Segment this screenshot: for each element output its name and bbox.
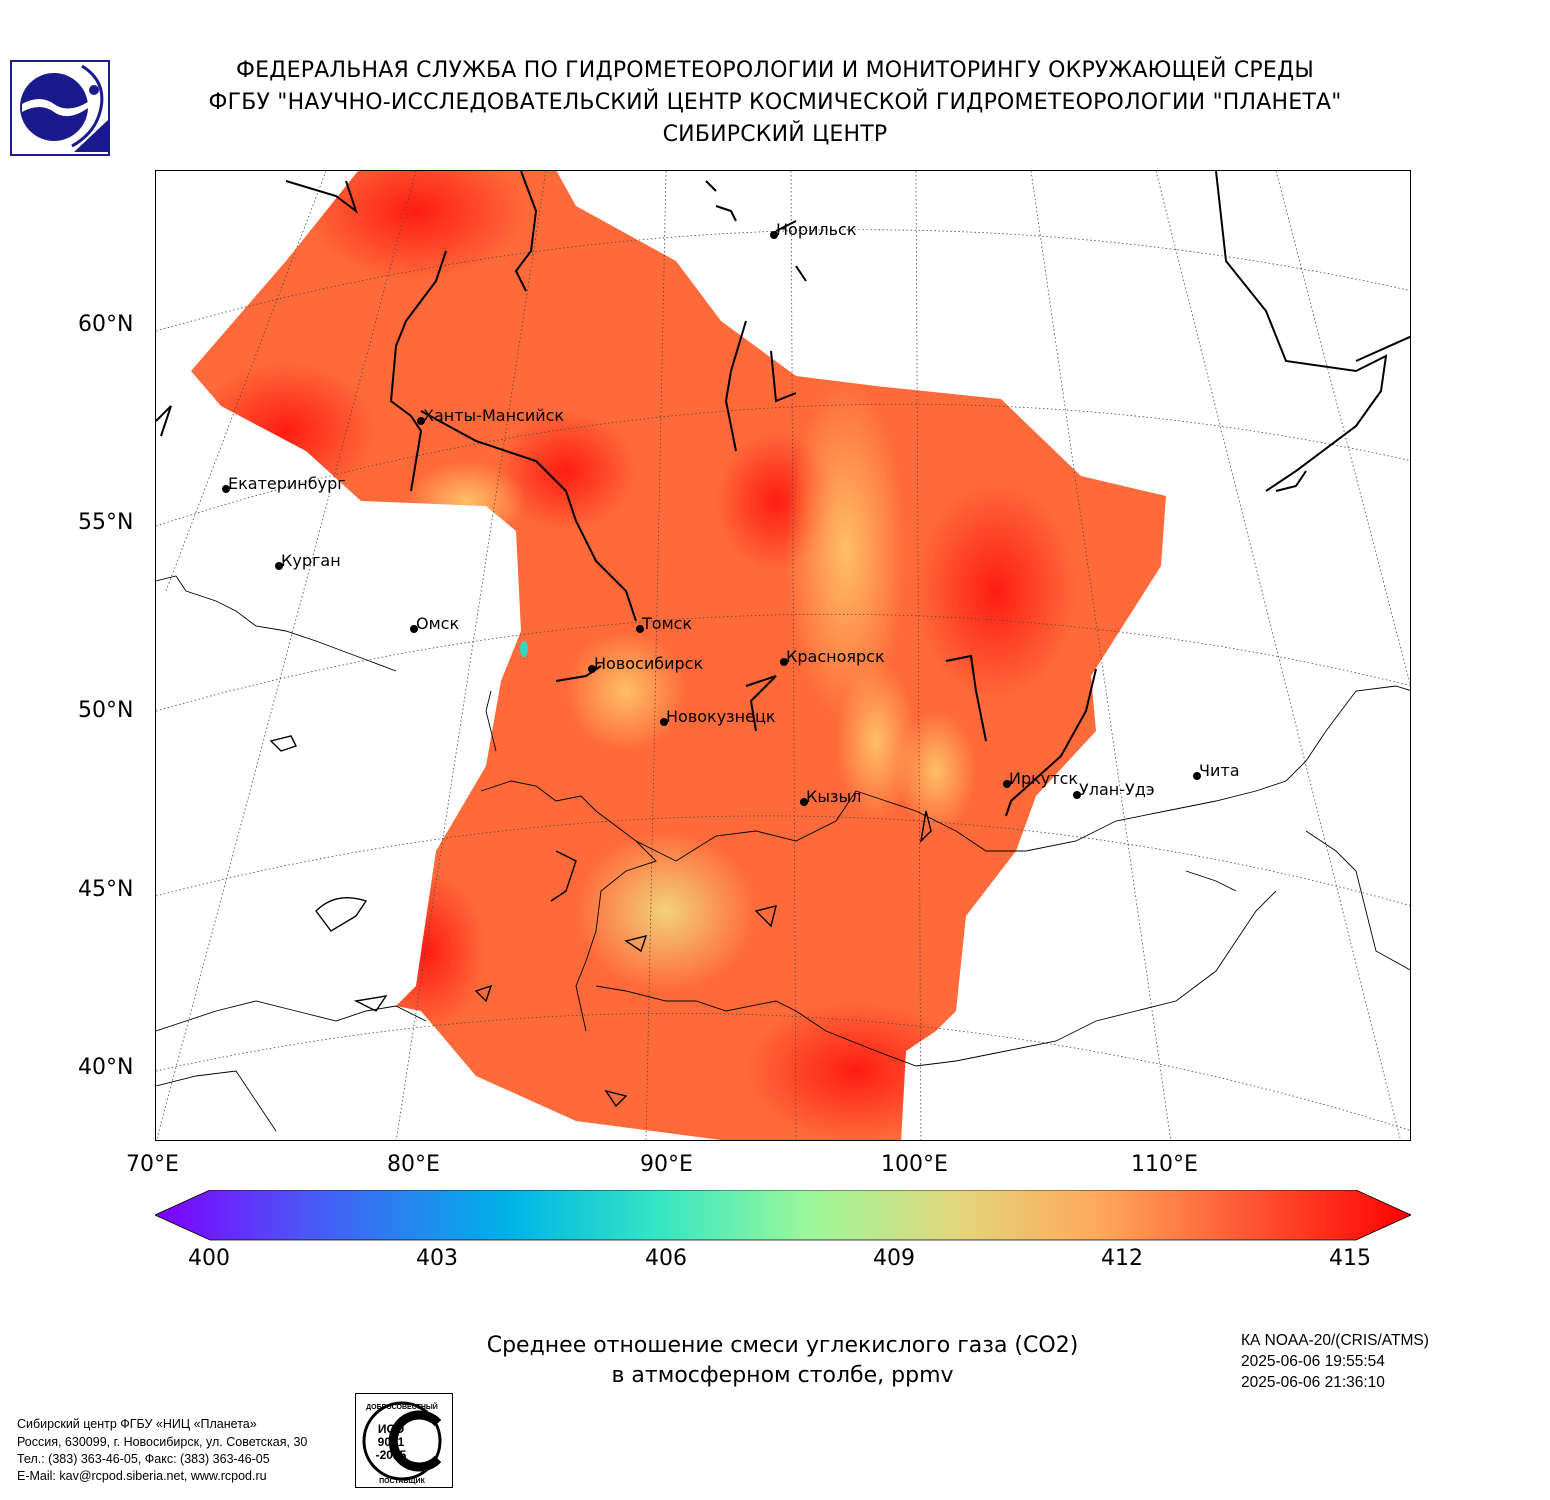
city-ekaterinburg[interactable]: Екатеринбург — [222, 474, 346, 493]
planeta-logo-icon — [10, 60, 110, 156]
colorbar-tick-409: 409 — [873, 1246, 915, 1271]
city-kurgan[interactable]: Курган — [275, 551, 341, 570]
lat-label-40: 40°N — [78, 1055, 134, 1080]
city-norilsk[interactable]: Норильск — [770, 220, 857, 239]
map-frame: Норильск Ханты-Мансийск Екатеринбург Кур… — [155, 170, 1411, 1141]
city-label-irkutsk: Иркутск — [1009, 769, 1078, 788]
lat-label-55: 55°N — [78, 510, 134, 535]
address-line-3: Тел.: (383) 363-46-05, Факс: (383) 363-4… — [17, 1452, 270, 1466]
co2-map: Норильск Ханты-Мансийск Екатеринбург Кур… — [156, 171, 1410, 1140]
caption-line-2: в атмосферном столбе, ppmv — [611, 1363, 954, 1388]
colorbar-tick-412: 412 — [1101, 1246, 1143, 1271]
lat-label-60: 60°N — [78, 312, 134, 337]
lat-label-50: 50°N — [78, 698, 134, 723]
lat-label-45: 45°N — [78, 877, 134, 902]
lon-label-80: 80°E — [387, 1152, 440, 1177]
iso-badge-icon: ДОБРОСОВЕСТНЫЙ ИСО 9001 -2015 ПОСТАВЩИК — [355, 1393, 453, 1488]
city-chita[interactable]: Чита — [1193, 761, 1240, 780]
city-khanty-mansiysk[interactable]: Ханты-Мансийск — [417, 406, 564, 425]
city-label-omsk: Омск — [416, 614, 459, 633]
city-novokuznetsk[interactable]: Новокузнецк — [660, 707, 776, 726]
city-label-tomsk: Томск — [641, 614, 692, 633]
city-novosibirsk[interactable]: Новосибирск — [588, 654, 703, 673]
city-label-novosibirsk: Новосибирск — [594, 654, 703, 673]
lon-label-100: 100°E — [881, 1152, 948, 1177]
lakes — [269, 735, 932, 1108]
header-line-1: ФЕДЕРАЛЬНАЯ СЛУЖБА ПО ГИДРОМЕТЕОРОЛОГИИ … — [236, 58, 1314, 83]
header-line-3: СИБИРСКИЙ ЦЕНТР — [662, 122, 888, 147]
city-label-novokuznetsk: Новокузнецк — [666, 707, 776, 726]
city-label-ulan-ude: Улан-Удэ — [1079, 780, 1155, 799]
iso-badge-line-3: -2015 — [376, 1448, 407, 1462]
colorbar-tick-406: 406 — [645, 1246, 687, 1271]
address-line-2: Россия, 630099, г. Новосибирск, ул. Сове… — [17, 1435, 308, 1449]
header-line-2: ФГБУ "НАУЧНО-ИССЛЕДОВАТЕЛЬСКИЙ ЦЕНТР КОС… — [208, 90, 1342, 115]
iso-badge-bottom: ПОСТАВЩИК — [379, 1478, 425, 1485]
city-label-kurgan: Курган — [281, 551, 341, 570]
satellite-time-2: 2025-06-06 21:36:10 — [1241, 1374, 1385, 1391]
city-label-norilsk: Норильск — [776, 220, 857, 239]
satellite-name: КА NOAA-20/(CRIS/ATMS) — [1241, 1332, 1429, 1349]
city-label-khanty-mansiysk: Ханты-Мансийск — [423, 406, 564, 425]
colorbar — [155, 1190, 1411, 1241]
city-label-chita: Чита — [1199, 761, 1240, 780]
city-krasnoyarsk[interactable]: Красноярск — [780, 647, 885, 666]
city-ulan-ude[interactable]: Улан-Удэ — [1073, 780, 1155, 799]
borders — [156, 575, 1410, 1132]
city-label-krasnoyarsk: Красноярск — [786, 647, 885, 666]
city-kyzyl[interactable]: Кызыл — [800, 787, 861, 806]
city-label-ekaterinburg: Екатеринбург — [228, 474, 346, 493]
colorbar-tick-415: 415 — [1329, 1246, 1371, 1271]
city-label-kyzyl: Кызыл — [806, 787, 861, 806]
iso-badge-line-2: 9001 — [378, 1435, 405, 1449]
rivers-and-coasts — [156, 171, 1410, 817]
city-irkutsk[interactable]: Иркутск — [1003, 769, 1078, 788]
city-tomsk[interactable]: Томск — [636, 614, 692, 633]
address-line-4: E-Mail: kav@rcpod.siberia.net, www.rcpod… — [17, 1469, 267, 1483]
address-line-1: Сибирский центр ФГБУ «НИЦ «Планета» — [17, 1417, 257, 1431]
lon-label-110: 110°E — [1131, 1152, 1198, 1177]
iso-badge-line-1: ИСО — [378, 1422, 404, 1436]
city-omsk[interactable]: Омск — [410, 614, 459, 633]
iso-badge-top: ДОБРОСОВЕСТНЫЙ — [366, 1402, 438, 1411]
city-markers: Норильск Ханты-Мансийск Екатеринбург Кур… — [222, 220, 1240, 806]
lon-label-90: 90°E — [640, 1152, 693, 1177]
colorbar-tick-400: 400 — [188, 1246, 230, 1271]
caption-line-1: Среднее отношение смеси углекислого газа… — [486, 1333, 1079, 1358]
co2-low-spot — [520, 641, 528, 657]
colorbar-tick-403: 403 — [416, 1246, 458, 1271]
colorbar-gradient — [155, 1190, 1411, 1241]
lon-label-70: 70°E — [126, 1152, 179, 1177]
satellite-time-1: 2025-06-06 19:55:54 — [1241, 1353, 1385, 1370]
